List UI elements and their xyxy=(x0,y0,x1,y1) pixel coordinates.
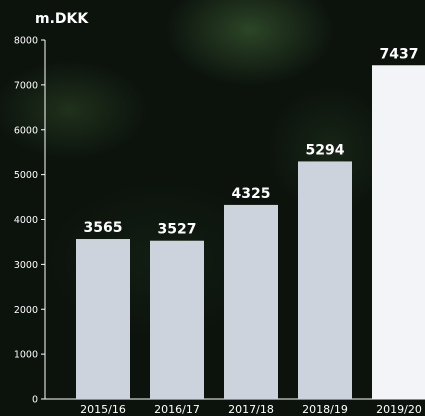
data-label: 7437 xyxy=(380,46,419,62)
bar-2015-16 xyxy=(76,239,130,399)
y-tick-label: 1000 xyxy=(14,350,38,361)
y-axis-unit-label: m.DKK xyxy=(35,11,89,27)
y-tick-label: 2000 xyxy=(14,305,38,316)
x-tick-label: 2018/19 xyxy=(302,403,348,416)
y-tick-label: 5000 xyxy=(14,170,38,181)
data-label: 4325 xyxy=(232,186,271,202)
bar-2017-18 xyxy=(224,204,278,399)
data-label: 5294 xyxy=(306,142,345,158)
x-tick-label: 2019/20 xyxy=(376,403,422,416)
data-label: 3565 xyxy=(84,220,123,236)
bar-2018-19 xyxy=(298,161,352,399)
y-tick-label: 4000 xyxy=(14,215,38,226)
y-tick-label: 0 xyxy=(32,395,38,406)
y-tick-label: 6000 xyxy=(14,125,38,136)
y-tick-label: 8000 xyxy=(14,36,38,47)
x-tick-label: 2015/16 xyxy=(80,403,126,416)
x-tick-label: 2017/18 xyxy=(228,403,274,416)
bar-2016-17 xyxy=(150,240,204,399)
y-tick-label: 7000 xyxy=(14,80,38,91)
bar-2019-20 xyxy=(372,65,425,400)
y-tick-label: 3000 xyxy=(14,260,38,271)
data-label: 3527 xyxy=(158,222,197,238)
x-tick-label: 2016/17 xyxy=(154,403,200,416)
